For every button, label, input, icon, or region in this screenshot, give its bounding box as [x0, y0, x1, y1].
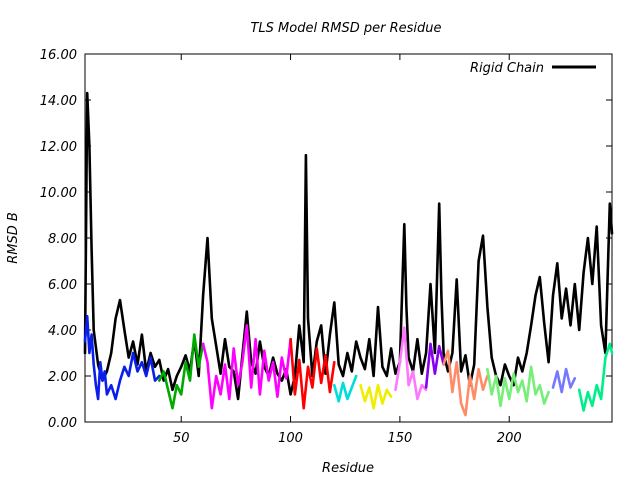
y-tick-label: 8.00 — [48, 232, 77, 247]
y-tick-label: 14.00 — [40, 94, 77, 109]
x-tick-label: 150 — [387, 431, 412, 446]
x-axis: 50 100 150 200 — [173, 54, 522, 446]
y-axis-label: RMSD B — [6, 212, 21, 264]
chart-title: TLS Model RMSD per Residue — [250, 21, 441, 36]
series-line-segment-4 — [289, 337, 336, 410]
series-line-segment-3 — [201, 324, 292, 410]
series-line-segment-10 — [486, 365, 550, 408]
y-tick-label: 4.00 — [48, 324, 77, 339]
y-tick-label: 10.00 — [40, 186, 77, 201]
series-layer — [83, 91, 614, 417]
y-tick-label: 6.00 — [48, 278, 77, 293]
series-line-segment-11 — [551, 367, 577, 394]
series-line-segment-1 — [83, 314, 161, 401]
series-line-segment-7 — [394, 326, 428, 401]
series-line-segment-5 — [332, 374, 358, 403]
series-line-segment-2 — [158, 333, 205, 410]
x-tick-label: 200 — [497, 431, 522, 446]
series-line-rigid-chain — [83, 91, 614, 401]
plot-frame — [84, 53, 613, 423]
series-line-segment-12 — [577, 342, 614, 412]
series-line-segment-6 — [359, 383, 393, 410]
x-tick-label: 50 — [173, 431, 190, 446]
x-axis-label: Residue — [322, 461, 374, 476]
series-line-segment-8 — [424, 342, 445, 389]
y-tick-label: 0.00 — [48, 416, 77, 431]
x-tick-label: 100 — [278, 431, 303, 446]
series-line-segment-9 — [442, 349, 489, 417]
legend: Rigid Chain — [470, 61, 596, 76]
y-tick-label: 2.00 — [48, 370, 77, 385]
y-tick-label: 12.00 — [40, 140, 77, 155]
legend-label-rigid-chain: Rigid Chain — [470, 61, 544, 76]
y-tick-label: 16.00 — [40, 48, 77, 63]
